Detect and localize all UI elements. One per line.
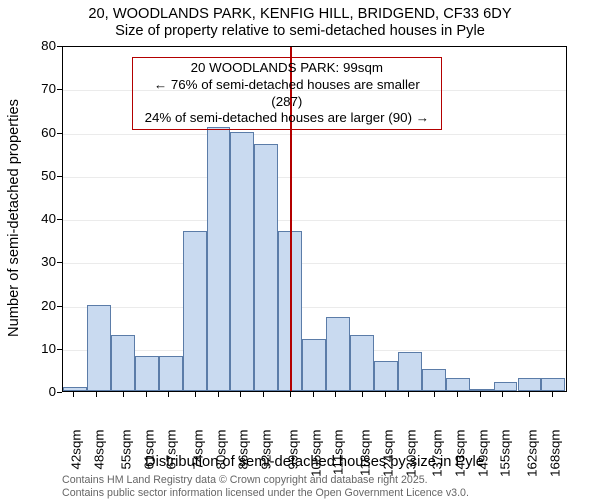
xtick-mark (123, 392, 124, 397)
xtick-label: 137sqm (430, 430, 445, 485)
annotation-line: 24% of semi-detached houses are larger (… (137, 110, 437, 127)
xtick-mark (73, 392, 74, 397)
xtick-label: 80sqm (213, 430, 228, 485)
xtick-label: 55sqm (118, 430, 133, 485)
plot-area: 20 WOODLANDS PARK: 99sqm← 76% of semi-de… (62, 46, 567, 392)
xtick-label: 61sqm (141, 430, 156, 485)
xtick-mark (168, 392, 169, 397)
histogram-bar (398, 352, 422, 391)
xtick-mark (502, 392, 503, 397)
xtick-label: 143sqm (452, 430, 467, 485)
xtick-mark (434, 392, 435, 397)
ytick-label: 70 (30, 81, 56, 96)
annotation-box: 20 WOODLANDS PARK: 99sqm← 76% of semi-de… (132, 57, 442, 130)
ytick-mark (57, 392, 62, 393)
xtick-label: 118sqm (357, 430, 372, 485)
xtick-mark (263, 392, 264, 397)
chart-container: 20, WOODLANDS PARK, KENFIG HILL, BRIDGEN… (0, 0, 600, 500)
ytick-label: 30 (30, 254, 56, 269)
ytick-mark (57, 89, 62, 90)
xtick-mark (335, 392, 336, 397)
histogram-bar (63, 387, 87, 391)
xtick-label: 92sqm (259, 430, 274, 485)
histogram-bar (230, 132, 254, 392)
annotation-line: ← 76% of semi-detached houses are smalle… (137, 77, 437, 110)
histogram-bar (159, 356, 183, 391)
ytick-mark (57, 46, 62, 47)
gridline (63, 134, 566, 135)
gridline (63, 263, 566, 264)
xtick-mark (362, 392, 363, 397)
xtick-label: 86sqm (236, 430, 251, 485)
ytick-label: 80 (30, 38, 56, 53)
attribution-line2: Contains public sector information licen… (62, 487, 469, 499)
ytick-mark (57, 219, 62, 220)
histogram-bar (302, 339, 326, 391)
chart-title-line1: 20, WOODLANDS PARK, KENFIG HILL, BRIDGEN… (0, 6, 600, 22)
chart-title-line2: Size of property relative to semi-detach… (0, 23, 600, 39)
xtick-mark (529, 392, 530, 397)
ytick-mark (57, 306, 62, 307)
xtick-label: 99sqm (285, 430, 300, 485)
histogram-bar (326, 317, 350, 391)
xtick-label: 149sqm (475, 430, 490, 485)
histogram-bar (87, 305, 111, 392)
gridline (63, 177, 566, 178)
xtick-mark (240, 392, 241, 397)
xtick-label: 130sqm (403, 430, 418, 485)
xtick-label: 155sqm (498, 430, 513, 485)
ytick-mark (57, 133, 62, 134)
annotation-line: 20 WOODLANDS PARK: 99sqm (137, 60, 437, 77)
xtick-mark (457, 392, 458, 397)
xtick-mark (195, 392, 196, 397)
xtick-mark (96, 392, 97, 397)
ytick-mark (57, 262, 62, 263)
xtick-mark (218, 392, 219, 397)
xtick-label: 168sqm (547, 430, 562, 485)
xtick-label: 105sqm (308, 430, 323, 485)
histogram-bar (135, 356, 159, 391)
ytick-label: 60 (30, 125, 56, 140)
xtick-mark (313, 392, 314, 397)
ytick-label: 10 (30, 341, 56, 356)
histogram-bar (518, 378, 542, 391)
histogram-bar (374, 361, 398, 391)
histogram-bar (494, 382, 518, 391)
ytick-label: 0 (30, 384, 56, 399)
xtick-mark (552, 392, 553, 397)
xtick-label: 74sqm (190, 430, 205, 485)
histogram-bar (446, 378, 470, 391)
xtick-label: 42sqm (69, 430, 84, 485)
histogram-bar (207, 127, 231, 391)
ytick-mark (57, 176, 62, 177)
y-axis-label: Number of semi-detached properties (6, 58, 22, 378)
histogram-bar (183, 231, 207, 391)
xtick-mark (408, 392, 409, 397)
ytick-label: 40 (30, 211, 56, 226)
xtick-label: 162sqm (525, 430, 540, 485)
xtick-mark (290, 392, 291, 397)
histogram-bar (350, 335, 374, 391)
histogram-bar (541, 378, 565, 391)
gridline (63, 307, 566, 308)
ytick-label: 50 (30, 168, 56, 183)
xtick-mark (146, 392, 147, 397)
histogram-bar (111, 335, 135, 391)
xtick-label: 67sqm (164, 430, 179, 485)
ytick-label: 20 (30, 298, 56, 313)
xtick-label: 111sqm (331, 430, 346, 485)
xtick-label: 48sqm (92, 430, 107, 485)
histogram-bar (254, 144, 278, 391)
histogram-bar (470, 389, 494, 391)
xtick-label: 124sqm (380, 430, 395, 485)
gridline (63, 220, 566, 221)
histogram-bar (422, 369, 446, 391)
xtick-mark (385, 392, 386, 397)
xtick-mark (480, 392, 481, 397)
ytick-mark (57, 349, 62, 350)
